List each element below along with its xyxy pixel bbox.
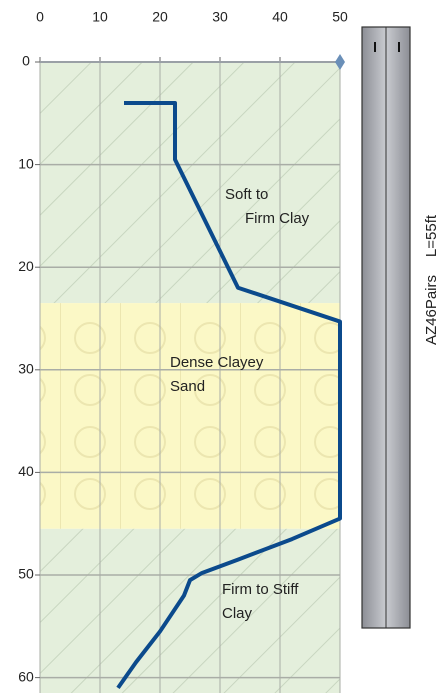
y-tick-label: 30 [18,361,34,377]
y-tick-label: 60 [18,668,34,684]
pile [361,26,411,629]
pile-length: L=55ft [423,214,440,257]
y-tick-label: 50 [18,566,34,582]
x-tick-label: 10 [92,9,108,25]
plot-area: 0 10 20 30 40 50 0 10 20 30 40 50 60 Soft to Firm Clay… [18,9,348,693]
annotation: Sand [170,378,205,395]
annotation: Dense Clayey [170,354,264,371]
x-tick-label: 50 [332,9,348,25]
y-tick-label: 0 [22,53,30,69]
x-tick-label: 30 [212,9,228,25]
profile-line [116,101,342,690]
soil-texture [40,303,340,529]
y-tick-label: 40 [18,463,34,479]
soil-texture [40,528,340,693]
y-tick-label: 10 [18,155,34,171]
y-tick-label: 20 [18,258,34,274]
x-tick-label: 20 [152,9,168,25]
soil-texture [40,62,340,304]
annotation: Firm Clay [245,210,310,227]
x-tick-label: 0 [36,9,44,25]
annotation: Firm to Stiff [222,581,299,598]
x-tick-label: 40 [272,9,288,25]
axis-marker [335,54,345,70]
annotation: Clay [222,605,253,622]
pile-label: AZ46Pairs [423,275,440,345]
annotation: Soft to [225,186,268,203]
